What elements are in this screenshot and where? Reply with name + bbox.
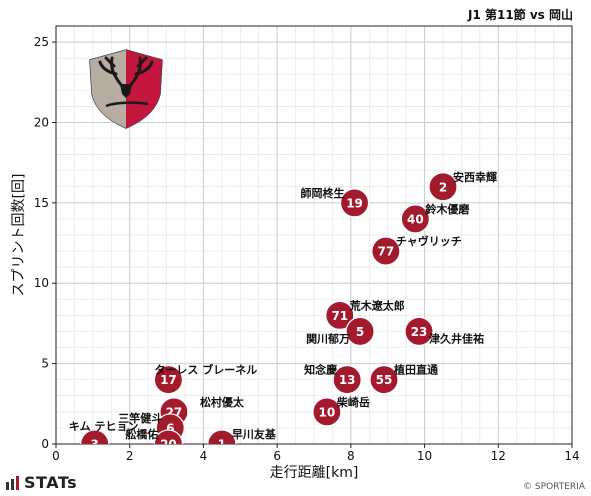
x-tick-label: 14 [564, 449, 579, 463]
point-number: 71 [331, 309, 348, 323]
point-marker [400, 204, 430, 234]
stats-bars-icon [6, 475, 19, 490]
y-tick-label: 25 [34, 35, 49, 49]
point-marker [312, 397, 342, 427]
point-number: 1 [218, 438, 226, 452]
player-name-label: 知念慶 [303, 363, 337, 377]
x-tick-label: 4 [200, 449, 208, 463]
y-tick-label: 0 [41, 437, 49, 451]
data-point: 13 [332, 365, 362, 395]
player-name-label: 荒木遼太郎 [349, 298, 405, 312]
data-point: 5 [345, 316, 375, 347]
y-tick-label: 5 [41, 357, 49, 371]
player-name-label: 松村優太 [200, 395, 245, 409]
data-point: 10 [312, 397, 342, 427]
player-name-label: 早川友基 [232, 427, 277, 441]
x-tick-label: 0 [52, 449, 60, 463]
y-tick-label: 15 [34, 196, 49, 210]
point-number: 17 [160, 373, 177, 387]
point-number: 19 [346, 196, 363, 210]
point-number: 20 [160, 438, 177, 452]
x-tick-label: 8 [347, 449, 355, 463]
point-marker [332, 365, 362, 395]
data-point: 55 [369, 365, 399, 395]
point-number: 23 [411, 325, 428, 339]
stats-logo: STATs [6, 473, 77, 492]
point-marker [325, 300, 355, 330]
point-number: 6 [166, 421, 174, 435]
point-marker [345, 316, 375, 347]
player-name-label: 三竿健斗 [118, 411, 162, 425]
point-number: 5 [356, 325, 364, 339]
point-number: 40 [407, 212, 424, 226]
point-marker [339, 188, 370, 218]
player-name-label: ターレス ブレーネル [154, 363, 257, 377]
data-point: 20 [153, 429, 184, 452]
point-marker [371, 236, 401, 266]
player-name-label: 植田直通 [393, 363, 438, 377]
point-number: 10 [319, 405, 336, 419]
point-number: 77 [378, 245, 395, 259]
x-tick-label: 12 [491, 449, 506, 463]
data-point: 1 [207, 429, 237, 452]
x-tick-label: 6 [273, 449, 281, 463]
data-point: 77 [371, 236, 401, 266]
y-tick-label: 20 [34, 115, 49, 129]
y-tick-label: 10 [34, 276, 49, 290]
y-axis-label: スプリント回数[回] [11, 174, 27, 297]
player-name-label: 津久井佳祐 [429, 331, 484, 345]
player-name-label: 舩橋佑 [125, 427, 158, 441]
point-number: 2 [439, 180, 447, 194]
copyright: © SPORTERIA [523, 482, 585, 492]
data-point: 2 [428, 172, 458, 202]
player-name-label: 師岡柊生 [301, 186, 345, 200]
player-name-label: 安西幸輝 [453, 170, 497, 184]
point-marker [428, 172, 458, 202]
club-crest-logo [89, 49, 163, 129]
chart-title: J1 第11節 vs 岡山 [467, 8, 573, 22]
player-name-label: 関川郁万 [306, 331, 350, 345]
player-name-label: チャヴリッチ [396, 234, 462, 248]
point-marker [80, 429, 110, 444]
player-name-label: キム テヒョン [69, 420, 139, 433]
point-number: 55 [376, 373, 393, 387]
x-axis-label: 走行距離[km] [270, 464, 359, 481]
x-tick-labels: 0 2 4 6 8 10 12 14 [52, 449, 579, 463]
point-marker [207, 429, 237, 444]
data-point: 23 [404, 316, 434, 347]
point-marker [369, 365, 399, 395]
y-tick-labels: 0 5 10 15 20 25 [34, 35, 49, 451]
data-point: 71 [325, 300, 355, 330]
plot-frame [55, 25, 573, 445]
stats-logo-text: STATs [24, 473, 78, 492]
point-number: 13 [339, 373, 356, 387]
data-point: 19 [339, 188, 370, 218]
point-marker [404, 316, 434, 347]
player-name-label: 柴崎岳 [336, 395, 370, 409]
point-number: 3 [91, 438, 99, 452]
data-point: 17 [153, 365, 184, 395]
point-marker [153, 429, 184, 444]
point-marker [153, 365, 184, 395]
x-tick-label: 2 [126, 449, 134, 463]
player-name-label: 鈴木優磨 [425, 202, 470, 216]
data-point: 3 [80, 429, 110, 452]
x-tick-label: 10 [417, 449, 432, 463]
data-point: 40 [400, 204, 430, 234]
